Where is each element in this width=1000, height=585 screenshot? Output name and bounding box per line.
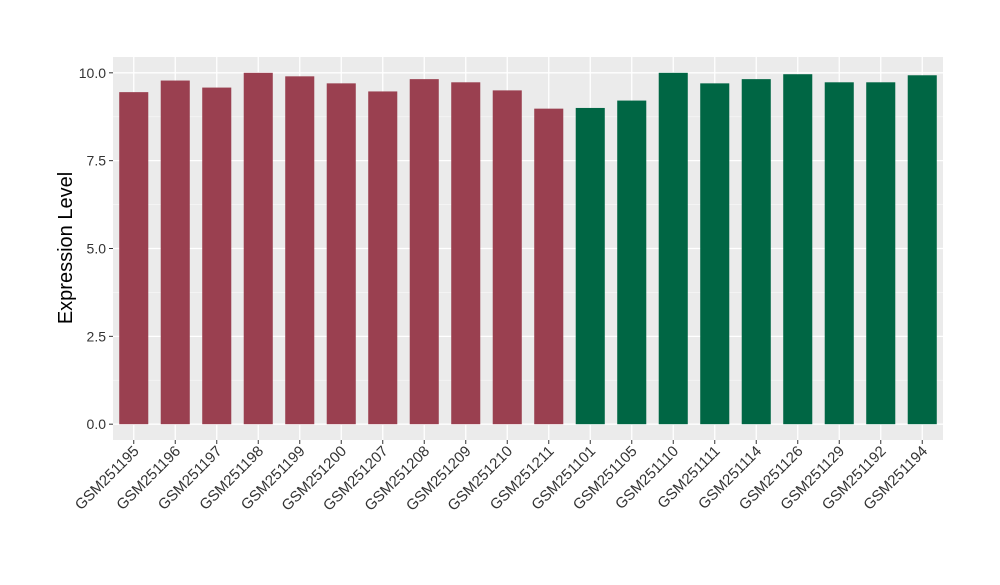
bar (824, 82, 854, 425)
bar (119, 92, 149, 425)
y-tick-label: 5.0 (87, 241, 107, 257)
bar (907, 75, 937, 425)
bar (160, 80, 190, 425)
bar (326, 83, 356, 425)
bar (492, 90, 522, 425)
bar (285, 76, 315, 425)
x-axis: GSM251195GSM251196GSM251197GSM251198GSM2… (72, 440, 931, 514)
y-axis-label: Expression Level (55, 172, 77, 324)
bar (243, 72, 273, 425)
bar (451, 82, 481, 425)
bar (534, 108, 564, 425)
bar (783, 74, 813, 425)
bar (658, 72, 688, 425)
y-tick-label: 2.5 (87, 328, 107, 344)
bar (617, 100, 647, 425)
bar (202, 87, 232, 425)
bar (409, 79, 439, 425)
bar (368, 91, 398, 425)
y-tick-label: 0.0 (87, 416, 107, 432)
bar (575, 107, 605, 425)
bar (741, 79, 771, 425)
y-tick-label: 10.0 (79, 65, 106, 81)
bars (119, 72, 937, 425)
y-axis: 0.0 2.5 5.0 7.5 10.0 (79, 65, 113, 432)
bar (700, 83, 730, 425)
y-tick-label: 7.5 (87, 153, 107, 169)
bar (866, 82, 896, 425)
